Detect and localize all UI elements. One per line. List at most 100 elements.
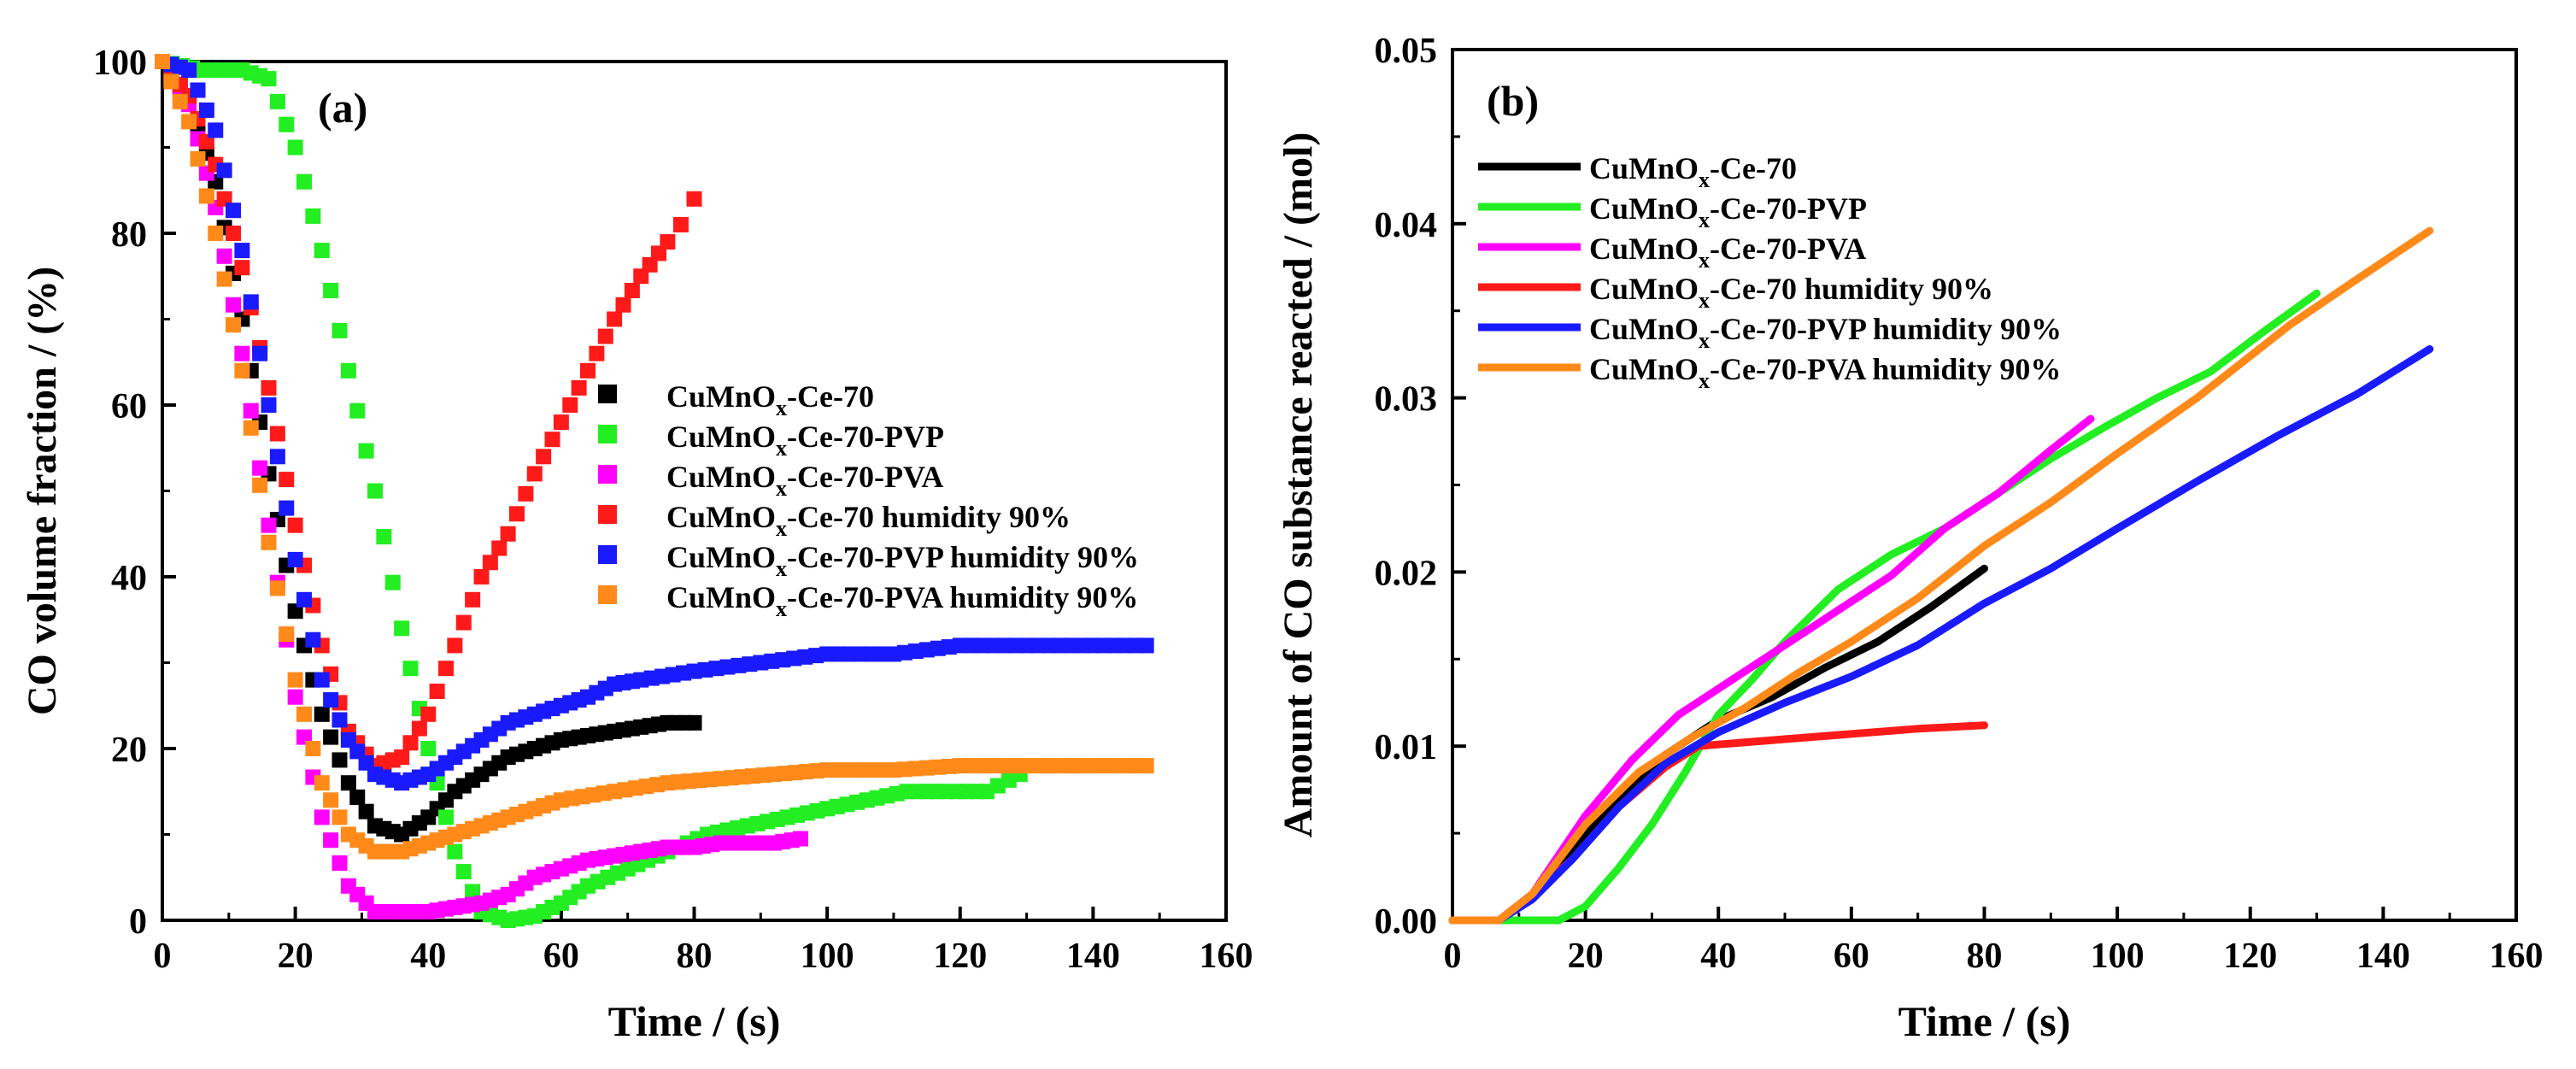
panel-a-data-point: [332, 809, 348, 825]
panel-a-data-point: [234, 362, 250, 379]
panel-a-data-point: [358, 803, 374, 819]
panel-b-legend: CuMnOx-Ce-70CuMnOx-Ce-70-PVPCuMnOx-Ce-70…: [1478, 151, 2062, 393]
panel-b-x-axis-title: Time / (s): [1898, 997, 2071, 1045]
panel-a-data-point: [562, 397, 578, 413]
panel-b-series-3: [1448, 414, 2095, 925]
panel-b-y-tick-label: 0.05: [1375, 32, 1438, 71]
panel-a-data-point: [544, 432, 560, 448]
legend-label: CuMnOx-Ce-70-PVA: [1589, 232, 1866, 273]
panel-a-data-point: [190, 82, 206, 98]
legend-label: CuMnOx-Ce-70-PVP humidity 90%: [1589, 312, 2062, 353]
panel-a-data-point: [420, 741, 437, 756]
panel-a-data-point: [261, 71, 277, 87]
panel-b-legend-item: CuMnOx-Ce-70-PVP humidity 90%: [1478, 312, 2062, 353]
panel-a-data-point: [234, 243, 250, 259]
panel-b-x-tick-label: 20: [1568, 937, 1604, 976]
panel-a-x-tick-label: 100: [801, 937, 854, 976]
panel-a-legend-item: CuMnOx-Ce-70-PVA humidity 90%: [598, 580, 1138, 621]
panel-b-label: (b): [1487, 77, 1539, 125]
panel-a-data-point: [607, 311, 623, 327]
panel-b-y-axis-title: Amount of CO substance reacted / (mol): [1276, 132, 1321, 838]
panel-a-data-point: [252, 460, 268, 476]
panel-b-x-tick-label: 120: [2223, 937, 2277, 976]
panel-b-y-tick-label: 0.02: [1375, 554, 1438, 593]
panel-b-x-tick-label: 140: [2356, 937, 2410, 976]
panel-b-series-line: [1448, 226, 2434, 925]
panel-a-data-point: [376, 529, 392, 545]
panel-a-legend-item: CuMnOx-Ce-70: [598, 379, 874, 420]
panel-a-x-tick-label: 140: [1066, 937, 1120, 976]
panel-a-data-point: [314, 706, 330, 722]
panel-a-x-tick-label: 160: [1200, 937, 1253, 976]
panel-a-data-point: [287, 139, 303, 156]
panel-a-data-point: [243, 402, 259, 419]
panel-a-data-point: [580, 362, 596, 379]
panel-b-series-line: [1448, 289, 2321, 925]
panel-a-data-point: [279, 500, 295, 516]
panel-a-data-point: [536, 449, 552, 465]
panel-a-label: (a): [318, 84, 367, 132]
panel-a-data-point: [358, 443, 374, 459]
legend-label: CuMnOx-Ce-70-PVA humidity 90%: [1589, 352, 2061, 393]
legend-marker: [598, 465, 617, 484]
panel-a-data-point: [261, 517, 277, 533]
panel-a-data-point: [226, 226, 241, 241]
panel-a-data-point: [455, 614, 472, 631]
panel-b-data-layer: [1448, 226, 2434, 925]
panel-a-data-point: [279, 116, 295, 132]
panel-a-x-tick-label: 0: [154, 937, 172, 976]
panel-a-legend-item: CuMnOx-Ce-70-PVP: [598, 420, 944, 461]
panel-a-data-point: [163, 73, 179, 90]
panel-a-data-point: [296, 173, 312, 190]
panel-a-data-point: [624, 283, 640, 298]
panel-a-data-point: [509, 506, 525, 522]
panel-a-series-5: [155, 54, 1154, 791]
legend-label: CuMnOx-Ce-70 humidity 90%: [1589, 272, 1993, 313]
panel-a-data-point: [261, 397, 277, 413]
legend-marker: [598, 505, 617, 524]
panel-a-data-point: [340, 362, 356, 379]
panel-a-data-point: [571, 379, 587, 396]
panel-a-data-point: [314, 809, 330, 825]
panel-b-x-tick-label: 100: [2091, 937, 2145, 976]
panel-a-data-point: [332, 855, 348, 871]
panel-a-x-tick-label: 60: [543, 937, 579, 976]
legend-label: CuMnOx-Ce-70-PVA: [666, 460, 943, 501]
panel-a-data-point: [411, 720, 427, 737]
legend-label: CuMnOx-Ce-70-PVA humidity 90%: [666, 580, 1138, 621]
panel-a-data-point: [500, 526, 516, 542]
legend-marker: [598, 585, 617, 604]
panel-a-ticks: 0 20 40 60 80 100 120 140 160 0 20 40 60 80 100: [93, 44, 1253, 976]
panel-a-data-point: [172, 93, 188, 109]
panel-a-data-point: [234, 345, 250, 361]
panel-a: 0 20 40 60 80 100 120 140 160 0 20 40 60 80 100 (a) Ti…: [20, 44, 1253, 1045]
panel-a-data-point: [181, 62, 197, 79]
panel-a-data-point: [332, 322, 348, 338]
legend-marker: [598, 385, 617, 403]
panel-b-y-tick-label: 0.01: [1375, 728, 1438, 767]
panel-a-data-point: [394, 749, 410, 766]
panel-a-data-point: [438, 809, 454, 825]
panel-a-data-point: [216, 248, 232, 264]
panel-a-data-point: [287, 689, 303, 705]
panel-a-x-tick-label: 20: [278, 937, 314, 976]
panel-a-data-point: [252, 477, 268, 493]
panel-a-data-point: [1138, 758, 1154, 774]
panel-a-data-point: [305, 631, 321, 648]
panel-a-data-point: [314, 243, 330, 259]
panel-b-y-tick-label: 0.04: [1375, 206, 1438, 245]
panel-a-data-point: [455, 864, 472, 880]
panel-a-y-axis-title: CO volume fraction / (%): [20, 267, 65, 715]
panel-a-data-point: [615, 297, 631, 313]
panel-a-data-point: [155, 54, 170, 69]
panel-a-legend-item: CuMnOx-Ce-70-PVA: [598, 460, 943, 501]
panel-a-x-tick-label: 120: [933, 937, 987, 976]
panel-a-data-layer: [155, 54, 1154, 928]
legend-label: CuMnOx-Ce-70-PVP: [1589, 191, 1867, 232]
panel-a-data-point: [660, 234, 676, 250]
legend-marker: [598, 425, 617, 443]
panel-a-data-point: [420, 706, 437, 722]
panel-a-data-point: [323, 792, 339, 808]
panel-b-series-2: [1448, 289, 2321, 925]
